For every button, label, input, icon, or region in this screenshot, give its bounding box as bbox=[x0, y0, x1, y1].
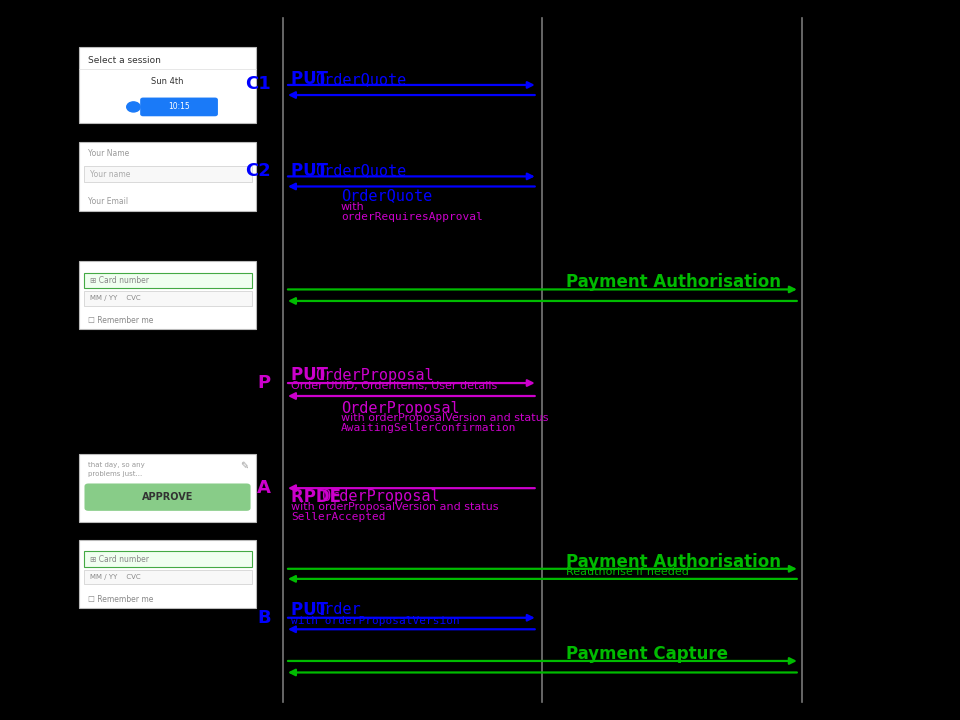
Text: C1: C1 bbox=[245, 75, 271, 93]
FancyBboxPatch shape bbox=[79, 47, 256, 122]
Text: C2: C2 bbox=[245, 161, 271, 179]
FancyBboxPatch shape bbox=[84, 273, 252, 289]
Text: Order UUID, OrderItems, User details: Order UUID, OrderItems, User details bbox=[291, 381, 497, 391]
Text: AwaitingSellerConfirmation: AwaitingSellerConfirmation bbox=[341, 423, 516, 433]
FancyBboxPatch shape bbox=[140, 97, 218, 116]
FancyBboxPatch shape bbox=[79, 261, 256, 330]
Text: problems just...: problems just... bbox=[88, 471, 143, 477]
Text: PUT: PUT bbox=[291, 366, 334, 384]
Text: A: A bbox=[257, 480, 271, 497]
Text: ⊞ Card number: ⊞ Card number bbox=[90, 276, 149, 285]
Text: with: with bbox=[341, 202, 365, 212]
Text: that day, so any: that day, so any bbox=[88, 462, 145, 469]
Text: Payment Capture: Payment Capture bbox=[566, 645, 729, 662]
Text: ☐ Remember me: ☐ Remember me bbox=[88, 595, 154, 604]
Text: with orderProposalVersion and status: with orderProposalVersion and status bbox=[341, 413, 548, 423]
FancyBboxPatch shape bbox=[84, 552, 252, 567]
Text: SellerAccepted: SellerAccepted bbox=[291, 512, 385, 522]
Text: OrderQuote: OrderQuote bbox=[341, 189, 432, 203]
Text: MM / YY    CVC: MM / YY CVC bbox=[90, 295, 141, 302]
FancyBboxPatch shape bbox=[84, 292, 252, 306]
Text: B: B bbox=[257, 609, 271, 626]
Text: 10:15: 10:15 bbox=[168, 102, 190, 112]
Text: Select a session: Select a session bbox=[88, 55, 161, 65]
Text: OrderQuote: OrderQuote bbox=[315, 163, 406, 178]
Text: Sun 4th: Sun 4th bbox=[152, 77, 183, 86]
Text: with orderProposalVersion: with orderProposalVersion bbox=[291, 616, 460, 626]
Text: OrderProposal: OrderProposal bbox=[322, 490, 441, 504]
Text: RPDE: RPDE bbox=[291, 488, 347, 505]
Text: ✎: ✎ bbox=[241, 461, 249, 470]
Text: OrderProposal: OrderProposal bbox=[315, 368, 434, 382]
Text: Your Email: Your Email bbox=[88, 197, 129, 207]
Text: MM / YY    CVC: MM / YY CVC bbox=[90, 574, 141, 580]
Text: OrderProposal: OrderProposal bbox=[341, 401, 460, 415]
Text: PUT: PUT bbox=[291, 600, 334, 618]
Text: P: P bbox=[257, 374, 271, 392]
Text: Reauthorise if needed: Reauthorise if needed bbox=[566, 567, 689, 577]
FancyBboxPatch shape bbox=[84, 166, 252, 182]
Text: Order: Order bbox=[315, 603, 361, 617]
Text: Payment Authorisation: Payment Authorisation bbox=[566, 273, 781, 291]
Text: Your Name: Your Name bbox=[88, 149, 130, 158]
FancyBboxPatch shape bbox=[79, 454, 256, 523]
Text: APPROVE: APPROVE bbox=[142, 492, 193, 502]
Circle shape bbox=[127, 102, 140, 112]
FancyBboxPatch shape bbox=[79, 540, 256, 608]
FancyBboxPatch shape bbox=[79, 143, 256, 210]
FancyBboxPatch shape bbox=[84, 570, 252, 584]
Text: ⊞ Card number: ⊞ Card number bbox=[90, 554, 149, 564]
Text: ☐ Remember me: ☐ Remember me bbox=[88, 316, 154, 325]
Text: with orderProposalVersion and status: with orderProposalVersion and status bbox=[291, 502, 498, 512]
Text: OrderQuote: OrderQuote bbox=[315, 72, 406, 86]
Text: Your name: Your name bbox=[90, 170, 131, 179]
Text: Payment Authorisation: Payment Authorisation bbox=[566, 553, 781, 570]
Text: orderRequiresApproval: orderRequiresApproval bbox=[341, 212, 483, 222]
Text: PUT: PUT bbox=[291, 161, 334, 179]
Text: PUT: PUT bbox=[291, 71, 334, 89]
FancyBboxPatch shape bbox=[84, 484, 251, 511]
